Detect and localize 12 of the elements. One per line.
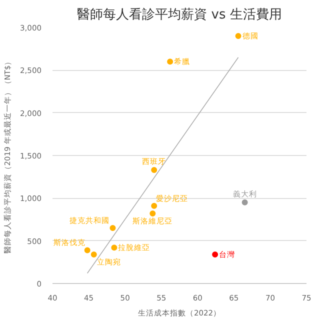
point <box>90 251 97 258</box>
point <box>212 251 218 258</box>
point <box>150 210 156 217</box>
point <box>235 33 242 40</box>
point <box>110 225 116 232</box>
point <box>84 247 90 254</box>
point <box>167 58 174 65</box>
point <box>151 167 158 173</box>
point <box>242 199 248 206</box>
point <box>151 202 158 209</box>
point <box>111 244 118 251</box>
chart-title: 醫師每人看診平均薪資 vs 生活費用 <box>77 8 282 22</box>
